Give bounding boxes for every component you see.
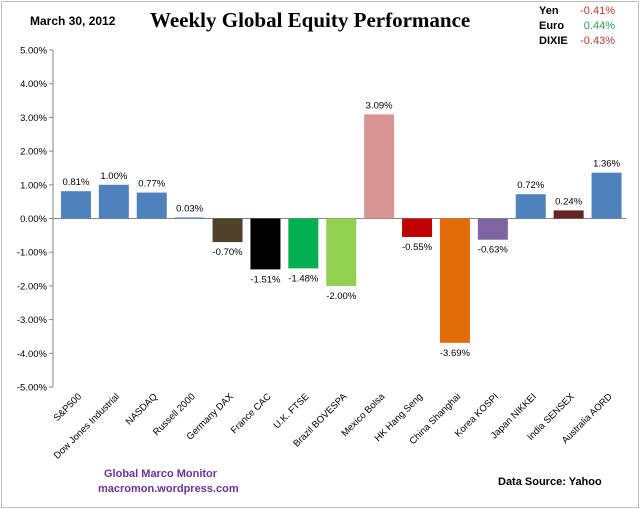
data-label: 0.24% [555,196,582,207]
y-tick-label: -4.00% [17,349,48,360]
x-tick-label: Dow Jones Industrial [52,391,122,461]
data-label: 0.81% [62,177,89,188]
date-label: March 30, 2012 [30,14,116,28]
y-tick-label: -2.00% [17,281,48,292]
bar [591,172,622,219]
data-label: 3.09% [366,100,393,111]
x-tick-label: U.K. FTSE [272,391,312,431]
chart-title: Weekly Global Equity Performance [150,8,471,32]
fx-value-dixie: -0.43% [580,35,615,47]
data-label: -2.00% [326,291,357,302]
bar [136,192,167,219]
bar [402,218,433,238]
data-label: -0.63% [478,245,509,256]
data-label: -1.48% [288,273,319,284]
fx-value-euro: 0.44% [583,20,615,32]
bar [439,218,470,343]
fx-label-euro: Euro [539,20,565,32]
data-label: 0.03% [176,203,203,214]
fx-label-yen: Yen [539,5,559,17]
y-tick-label: 5.00% [20,46,47,57]
x-tick-label: NASDAQ [124,391,160,427]
brand-name: Global Marco Monitor [104,468,218,480]
bar [60,191,91,219]
y-tick-label: -1.00% [17,248,48,259]
x-tick-label: France CAC [229,391,274,436]
fx-label-dixie: DIXIE [539,35,568,47]
x-tick-label: S&P500 [52,391,84,423]
brand-url: macromon.wordpress.com [98,483,239,495]
data-source: Data Source: Yahoo [498,476,602,488]
bar [250,218,281,270]
data-label: -0.70% [212,247,243,258]
y-tick-label: -5.00% [17,383,48,394]
bar [364,114,395,219]
y-tick-label: 1.00% [20,180,47,191]
bar [174,217,205,219]
y-tick-label: 0.00% [20,214,47,225]
y-tick-label: -3.00% [17,315,48,326]
bar [326,218,357,286]
bar [515,194,546,219]
data-label: 0.77% [138,179,165,190]
bar [98,184,129,219]
data-label: -1.51% [250,274,281,285]
y-tick-label: 3.00% [20,113,47,124]
data-label: 1.00% [100,171,127,182]
bar [288,218,319,269]
y-tick-label: 4.00% [20,79,47,90]
data-label: 0.72% [517,180,544,191]
y-tick-label: 2.00% [20,147,47,158]
fx-value-yen: -0.41% [580,5,615,17]
bar [553,210,584,219]
bar [212,218,243,243]
bar [477,218,508,240]
data-label: 1.36% [593,159,620,170]
data-label: -3.69% [440,348,471,359]
data-label: -0.55% [402,242,433,253]
